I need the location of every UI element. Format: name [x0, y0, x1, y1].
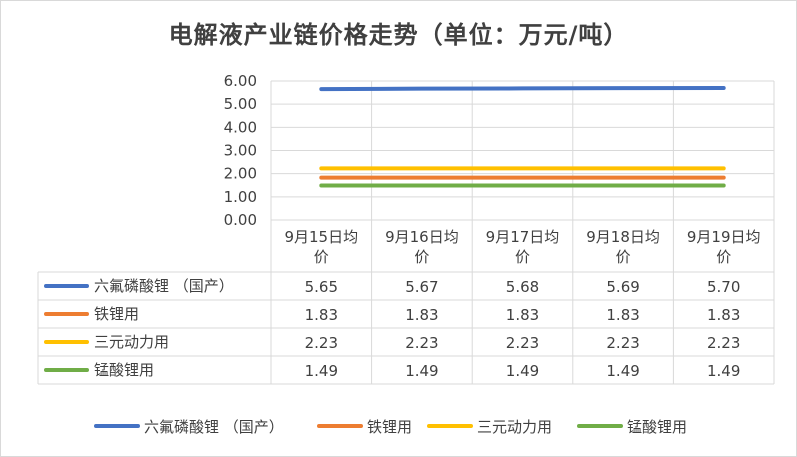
data-label: 5.67	[405, 278, 438, 296]
x-tick-label: 价	[716, 248, 731, 266]
y-tick-label: 3.00	[224, 142, 257, 160]
data-label: 1.49	[305, 362, 338, 380]
series-line	[319, 85, 726, 92]
data-label: 5.69	[606, 278, 639, 296]
x-tick-label: 9月18日均	[586, 228, 660, 246]
data-label: 1.49	[405, 362, 438, 380]
table-series-label: 六氟磷酸锂 （国产）	[94, 277, 234, 295]
data-label: 1.49	[606, 362, 639, 380]
y-tick-label: 4.00	[224, 118, 257, 136]
table-series-label: 铁锂用	[94, 305, 139, 323]
y-tick-label: 1.00	[224, 188, 257, 206]
data-label: 5.70	[707, 278, 740, 296]
data-label: 2.23	[405, 334, 438, 352]
legend-label: 六氟磷酸锂 （国产）	[144, 418, 284, 436]
y-tick-label: 0.00	[224, 211, 257, 229]
x-tick-label: 9月17日均	[486, 228, 560, 246]
legend-label: 三元动力用	[477, 418, 552, 436]
data-label: 1.83	[506, 306, 539, 324]
data-label: 1.49	[707, 362, 740, 380]
legend-label: 铁锂用	[367, 418, 412, 436]
x-tick-label: 价	[414, 248, 429, 266]
table-series-label: 锰酸锂用	[94, 361, 154, 379]
y-tick-label: 2.00	[224, 165, 257, 183]
x-tick-label: 价	[616, 248, 631, 266]
data-label: 1.83	[305, 306, 338, 324]
table-series-label: 三元动力用	[94, 333, 169, 351]
x-tick-label: 9月16日均	[385, 228, 459, 246]
data-label: 2.23	[707, 334, 740, 352]
y-tick-label: 5.00	[224, 95, 257, 113]
x-tick-label: 9月19日均	[687, 228, 761, 246]
data-label: 1.83	[707, 306, 740, 324]
data-label: 2.23	[606, 334, 639, 352]
y-tick-label: 6.00	[224, 72, 257, 90]
legend-label: 锰酸锂用	[627, 418, 687, 436]
data-label: 1.83	[606, 306, 639, 324]
data-label: 5.65	[305, 278, 338, 296]
data-label: 1.83	[405, 306, 438, 324]
x-tick-label: 9月15日均	[284, 228, 358, 246]
chart-title: 电解液产业链价格走势（单位：万元/吨）	[168, 21, 629, 49]
x-tick-label: 价	[314, 248, 329, 266]
data-label: 2.23	[305, 334, 338, 352]
data-label: 5.68	[506, 278, 539, 296]
data-label: 1.49	[506, 362, 539, 380]
x-tick-label: 价	[515, 248, 530, 266]
data-label: 2.23	[506, 334, 539, 352]
